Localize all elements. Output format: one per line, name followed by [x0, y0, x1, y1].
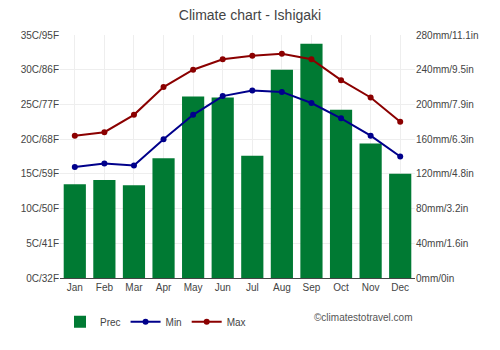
svg-text:15C/59F: 15C/59F: [21, 168, 59, 179]
svg-text:Feb: Feb: [96, 282, 114, 293]
svg-text:80mm/3.2in: 80mm/3.2in: [416, 203, 468, 214]
svg-text:280mm/11.1in: 280mm/11.1in: [416, 30, 479, 41]
svg-text:Oct: Oct: [333, 282, 349, 293]
svg-text:Min: Min: [166, 317, 182, 328]
svg-text:40mm/1.6in: 40mm/1.6in: [416, 238, 468, 249]
svg-text:©climatestotravel.com: ©climatestotravel.com: [314, 312, 413, 323]
svg-text:30C/86F: 30C/86F: [21, 64, 59, 75]
svg-text:Mar: Mar: [125, 282, 143, 293]
svg-text:20C/68F: 20C/68F: [21, 134, 59, 145]
svg-text:5C/41F: 5C/41F: [26, 238, 59, 249]
svg-text:200mm/7.9in: 200mm/7.9in: [416, 99, 474, 110]
svg-text:Climate chart - Ishigaki: Climate chart - Ishigaki: [179, 7, 321, 23]
svg-text:0mm/0in: 0mm/0in: [416, 273, 454, 284]
svg-text:10C/50F: 10C/50F: [21, 203, 59, 214]
svg-text:Nov: Nov: [362, 282, 380, 293]
svg-text:35C/95F: 35C/95F: [21, 30, 59, 41]
svg-text:240mm/9.5in: 240mm/9.5in: [416, 64, 474, 75]
svg-text:May: May: [184, 282, 203, 293]
svg-text:Sep: Sep: [303, 282, 321, 293]
svg-text:Jun: Jun: [215, 282, 231, 293]
svg-text:Jan: Jan: [67, 282, 83, 293]
svg-text:120mm/4.8in: 120mm/4.8in: [416, 168, 474, 179]
svg-text:Apr: Apr: [156, 282, 172, 293]
svg-text:160mm/6.3in: 160mm/6.3in: [416, 134, 474, 145]
svg-text:0C/32F: 0C/32F: [26, 273, 59, 284]
svg-text:Max: Max: [227, 317, 246, 328]
svg-text:25C/77F: 25C/77F: [21, 99, 59, 110]
svg-text:Prec: Prec: [100, 317, 121, 328]
svg-text:Aug: Aug: [273, 282, 291, 293]
svg-text:Dec: Dec: [391, 282, 409, 293]
svg-text:Jul: Jul: [246, 282, 259, 293]
